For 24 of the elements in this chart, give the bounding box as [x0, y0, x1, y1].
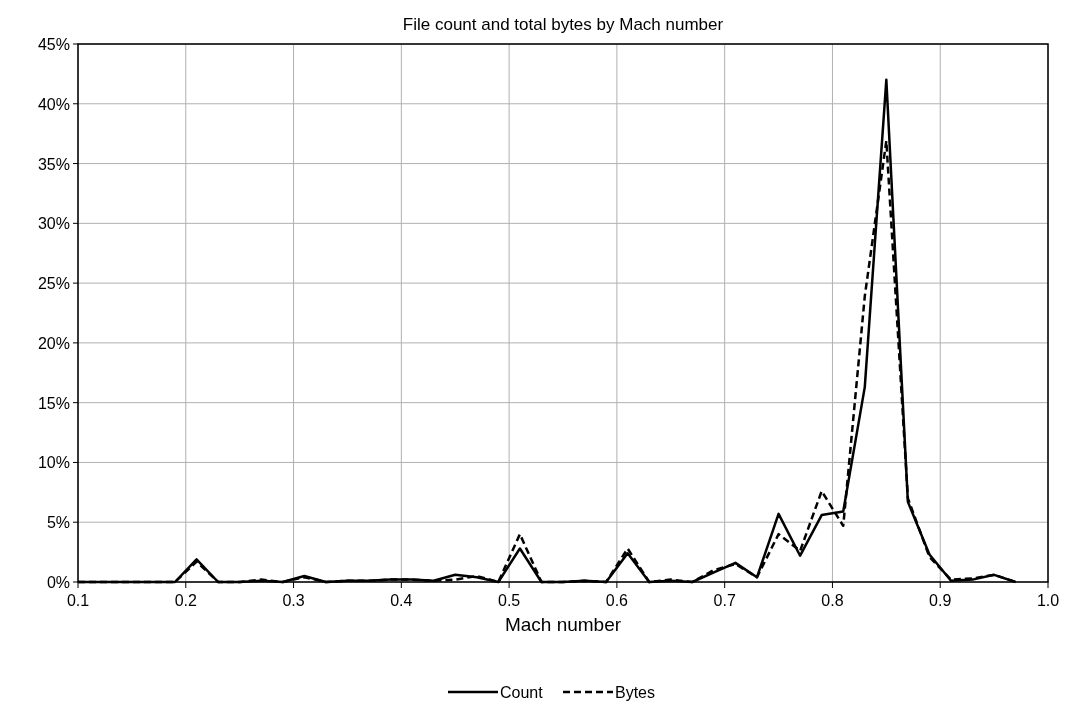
x-tick-label: 0.5 [497, 592, 521, 609]
y-tick-label: 25% [37, 275, 70, 293]
x-tick-label: 0.3 [282, 592, 305, 609]
x-tick-label: 0.8 [821, 592, 844, 609]
x-tick-label: 0.9 [929, 592, 952, 609]
x-axis-title: Mach number [504, 614, 622, 635]
x-tick-label: 0.6 [605, 592, 629, 609]
x-tick-label: 0.7 [713, 592, 736, 609]
y-tick-label: 10% [37, 454, 70, 472]
y-tick-label: 45% [37, 36, 70, 53]
y-tick-label: 30% [37, 215, 70, 233]
legend-label: Count [500, 684, 544, 701]
x-tick-label: 0.4 [390, 592, 413, 609]
y-tick-label: 5% [46, 514, 70, 532]
y-tick-label: 0% [46, 574, 70, 591]
legend-label: Bytes [615, 684, 656, 701]
chart-title: File count and total bytes by Mach number [402, 15, 724, 34]
x-tick-label: 0.2 [174, 592, 197, 609]
x-tick-label: 0.1 [66, 592, 90, 609]
y-tick-label: 15% [37, 394, 70, 412]
y-tick-label: 35% [37, 155, 70, 173]
y-tick-label: 40% [37, 95, 70, 113]
y-tick-label: 20% [37, 334, 70, 352]
x-tick-label: 1.0 [1036, 592, 1060, 609]
